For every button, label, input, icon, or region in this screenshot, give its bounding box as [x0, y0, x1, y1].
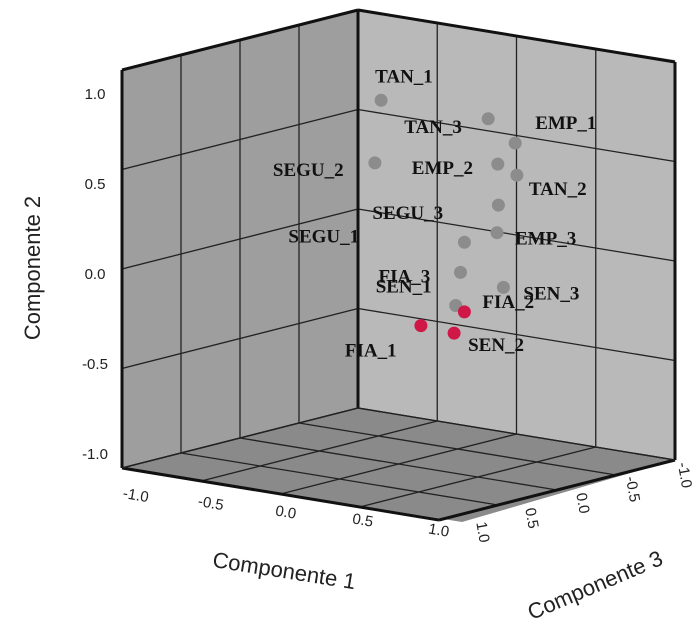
data-point [508, 136, 522, 150]
point-label: FIA_3 [379, 266, 431, 287]
grid-line [359, 446, 596, 508]
frame-edge [357, 8, 676, 64]
point-label: TAN_3 [404, 117, 462, 138]
x-tick-label: -0.5 [197, 493, 225, 514]
x-axis-title: Componente 1 [211, 547, 357, 594]
floor-edge [357, 407, 676, 461]
z-tick-label: -1.0 [674, 461, 695, 489]
point-label: SEGU_3 [372, 203, 443, 224]
grid-line [180, 452, 499, 506]
point-label: EMP_2 [412, 158, 473, 179]
point-label: TAN_2 [529, 179, 587, 200]
point-label: SEN_1 [376, 277, 432, 298]
chart-frame [120, 8, 677, 522]
point-label: SEGU_2 [273, 160, 344, 181]
y-tick-label: 1.0 [85, 86, 106, 103]
data-point [491, 198, 505, 212]
x-tick-label: -1.0 [122, 485, 150, 506]
y-tick-label: 0.5 [85, 176, 106, 193]
x-axis: -1.0 -0.5 0.0 0.5 1.0 [122, 485, 451, 541]
data-point [457, 305, 471, 319]
y-tick-label: 0.0 [85, 266, 106, 283]
point-label: FIA_2 [482, 292, 534, 313]
x-tick-label: 1.0 [427, 520, 450, 540]
data-point [510, 168, 524, 182]
point-label: FIA_1 [345, 341, 397, 362]
y-tick-label: -0.5 [82, 356, 108, 373]
z-tick-label: 1.0 [472, 520, 492, 543]
floor [122, 408, 675, 522]
y-axis: 1.0 0.5 0.0 -0.5 -1.0 [82, 86, 108, 463]
frame-edge [121, 8, 359, 72]
x-tick-label: 0.0 [274, 502, 297, 522]
grid-line [121, 108, 359, 171]
data-point [490, 226, 504, 240]
data-point [496, 280, 510, 294]
data-points: TAN_1 TAN_3 EMP_1 EMP_2 TAN_2 SEGU_2 SEGU_3 EMP… [273, 66, 597, 361]
x-tick-label: 0.5 [351, 510, 374, 530]
z-tick-label: 0.0 [572, 491, 592, 514]
data-point [481, 112, 495, 126]
point-label: SEN_3 [523, 283, 579, 304]
grid-line [280, 433, 517, 495]
z-tick-label: -0.5 [622, 475, 643, 503]
z-axis-title: Componente 3 [524, 545, 667, 618]
data-point [454, 265, 467, 279]
data-point [414, 319, 428, 333]
data-point [491, 157, 505, 171]
data-point [374, 93, 388, 107]
point-label: SEN_2 [468, 335, 524, 356]
frame-edge [438, 458, 676, 522]
z-tick-label: 0.5 [521, 506, 541, 529]
point-label: EMP_3 [515, 229, 576, 250]
data-point [368, 156, 382, 170]
floor-edge [121, 407, 359, 469]
data-point [447, 326, 461, 340]
y-axis-title: Componente 2 [20, 196, 45, 340]
z-axis: 1.0 0.5 0.0 -0.5 -1.0 [472, 461, 695, 544]
data-point [457, 235, 471, 249]
point-label: EMP_1 [535, 113, 596, 134]
frame-edge [121, 466, 440, 522]
point-label: SEGU_1 [288, 226, 359, 247]
point-label: TAN_1 [375, 66, 433, 87]
y-tick-label: -1.0 [82, 446, 108, 463]
grid-line [357, 108, 676, 163]
